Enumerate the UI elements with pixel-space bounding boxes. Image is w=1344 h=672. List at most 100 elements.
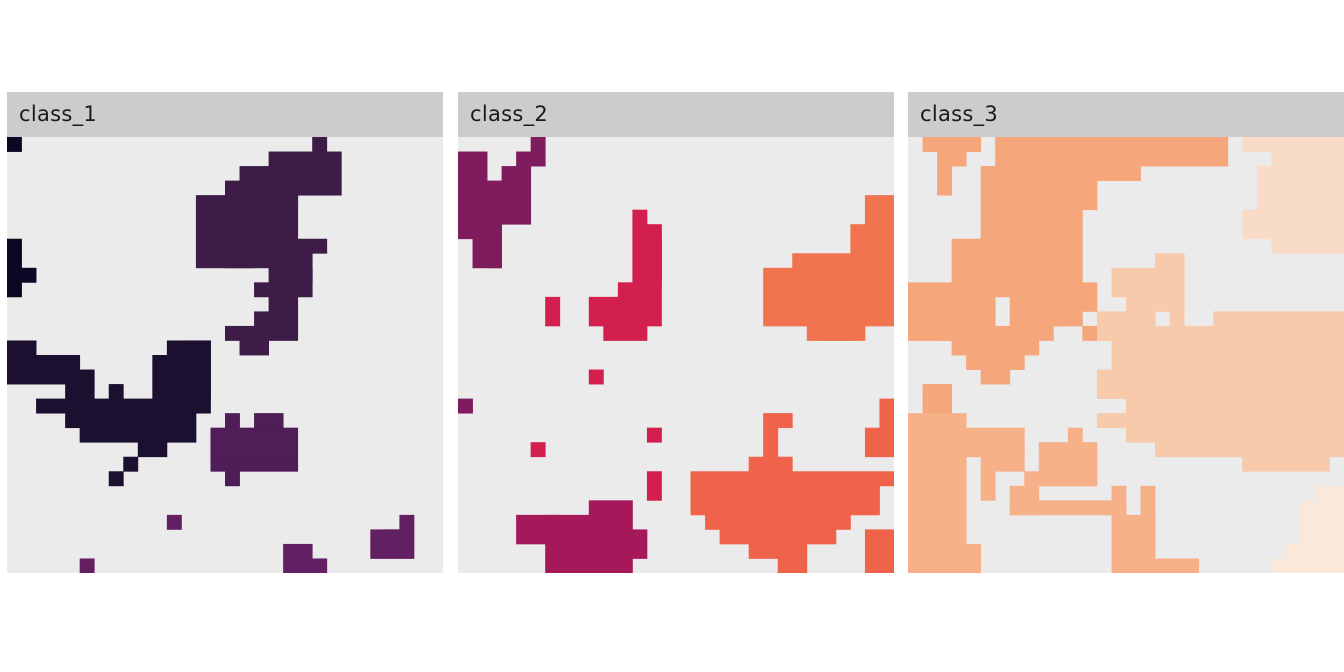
class-patch-group: [79, 514, 415, 573]
raster-cell: [588, 369, 604, 385]
raster-cell: [980, 442, 996, 501]
raster-cell: [1067, 427, 1083, 443]
raster-cell: [181, 340, 211, 399]
raster-cell: [1053, 282, 1098, 312]
raster-cell: [937, 166, 952, 196]
raster-cell: [937, 325, 1054, 341]
raster-cell: [225, 471, 240, 487]
raster-cell: [748, 456, 793, 472]
raster-cell: [268, 151, 299, 181]
class-patch-group: [7, 137, 37, 298]
raster-cell: [79, 427, 197, 443]
raster-cell: [516, 151, 532, 167]
raster-cell: [922, 413, 952, 429]
facet-label-class-1: class_1: [19, 102, 98, 126]
raster-cell: [1213, 311, 1258, 327]
class-patch-group: [195, 137, 342, 356]
raster-cell: [1271, 151, 1344, 167]
raster-cell: [1009, 282, 1040, 298]
raster-cell: [7, 340, 37, 385]
raster-cell: [1053, 456, 1098, 472]
raster-cell: [690, 471, 894, 487]
class-patch-group: [1271, 485, 1344, 573]
raster-cell: [588, 500, 633, 545]
raster-cell: [210, 427, 299, 458]
raster-cell: [1155, 253, 1185, 283]
raster-cell: [1096, 369, 1243, 399]
raster-cell: [254, 311, 284, 327]
facet-panel-class-3: class_3: [908, 92, 1344, 573]
raster-cell: [254, 413, 284, 429]
class-patch-group: [458, 137, 546, 414]
class-patch-group: [1242, 137, 1344, 254]
raster-cell: [705, 514, 851, 530]
raster-cell: [225, 253, 255, 269]
raster-cell: [792, 253, 851, 269]
raster-cell: [1009, 500, 1127, 516]
raster-cell: [690, 485, 880, 516]
raster-cell: [937, 151, 967, 167]
raster-cell: [487, 180, 502, 254]
raster-cell: [1314, 485, 1344, 501]
raster-cell: [501, 166, 532, 225]
raster-cell: [370, 529, 400, 559]
raster-cell: [1111, 325, 1141, 341]
raster-cell: [980, 369, 1011, 385]
raster-cell: [1300, 209, 1344, 240]
raster-cell: [1169, 296, 1185, 327]
raster-cell: [65, 369, 95, 399]
raster-cell: [1111, 485, 1127, 530]
raster-cell: [1155, 427, 1185, 458]
raster-cell: [225, 325, 299, 341]
class-patch-group: [7, 340, 211, 487]
class-patch-group: [516, 500, 648, 573]
raster-cell: [748, 543, 808, 559]
raster-plot-class-3: [908, 137, 1344, 573]
raster-cell: [1256, 311, 1344, 341]
raster-cell: [1111, 558, 1200, 573]
raster-cell: [966, 355, 1025, 370]
raster-cell: [1271, 558, 1344, 573]
raster-cell: [545, 296, 561, 327]
facet-panel-class-2: class_2: [458, 92, 894, 573]
raster-cell: [1242, 137, 1344, 152]
raster-cell: [995, 442, 1025, 472]
raster-cell: [995, 137, 1229, 167]
raster-cell: [646, 471, 662, 501]
raster-cell: [821, 282, 866, 341]
raster-cell: [1285, 543, 1344, 559]
raster-cell: [487, 253, 502, 269]
raster-cell: [123, 398, 211, 414]
raster-cell: [137, 442, 168, 458]
raster-cell: [1038, 311, 1083, 327]
raster-cell: [922, 384, 952, 414]
raster-cell: [632, 209, 648, 225]
class-patch-group: [530, 209, 662, 501]
facet-strip-class-1: class_1: [7, 92, 443, 137]
raster-cell: [108, 471, 124, 487]
raster-cell: [951, 340, 1040, 356]
raster-cell: [763, 413, 793, 429]
raster-cell: [1140, 485, 1156, 545]
raster-cell: [166, 514, 182, 530]
raster-cell: [225, 413, 240, 429]
raster-cell: [1242, 456, 1330, 472]
class-patch-group: [908, 413, 1200, 573]
raster-cell: [603, 311, 648, 341]
raster-plot-class-1: [7, 137, 443, 573]
raster-cell: [210, 456, 299, 472]
facet-panel-class-1: class_1: [7, 92, 443, 573]
raster-cell: [864, 529, 894, 573]
raster-cell: [458, 398, 473, 414]
raster-cell: [239, 340, 269, 356]
raster-cell: [719, 529, 837, 545]
raster-cell: [951, 238, 1083, 283]
raster-cell: [530, 442, 546, 458]
raster-cell: [283, 267, 313, 298]
raster-cell: [922, 137, 982, 152]
raster-cell: [7, 238, 22, 298]
raster-cell: [458, 151, 488, 240]
class-patch-group: [690, 398, 894, 573]
raster-cell: [21, 267, 37, 283]
raster-cell: [79, 558, 95, 573]
